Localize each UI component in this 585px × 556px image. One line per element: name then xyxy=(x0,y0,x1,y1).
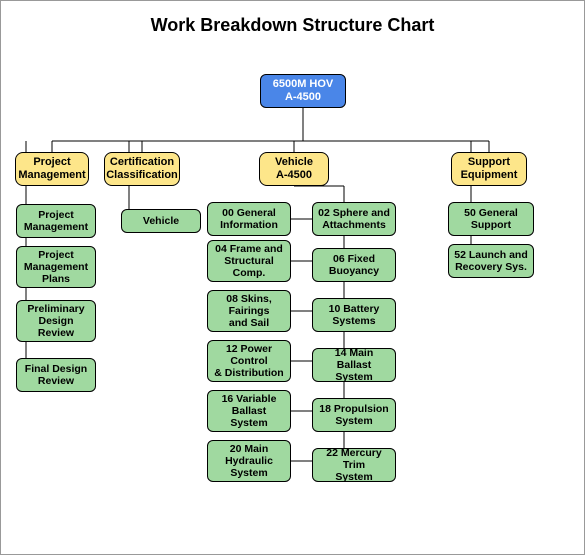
node-cc1: Vehicle xyxy=(121,209,201,233)
node-root: 6500M HOVA-4500 xyxy=(260,74,346,108)
node-vR5: 18 PropulsionSystem xyxy=(312,398,396,432)
node-vL5: 16 VariableBallastSystem xyxy=(207,390,291,432)
node-se1: 50 GeneralSupport xyxy=(448,202,534,236)
node-vR1: 02 Sphere andAttachments xyxy=(312,202,396,236)
node-vR3: 10 BatterySystems xyxy=(312,298,396,332)
node-vL2: 04 Frame andStructuralComp. xyxy=(207,240,291,282)
node-vR2: 06 FixedBuoyancy xyxy=(312,248,396,282)
node-c3: VehicleA-4500 xyxy=(259,152,329,186)
node-c1: ProjectManagement xyxy=(15,152,89,186)
node-vL4: 12 PowerControl& Distribution xyxy=(207,340,291,382)
node-vL3: 08 Skins,Fairingsand Sail xyxy=(207,290,291,332)
node-pm4: Final DesignReview xyxy=(16,358,96,392)
node-se2: 52 Launch andRecovery Sys. xyxy=(448,244,534,278)
node-c2: CertificationClassification xyxy=(104,152,180,186)
page: Work Breakdown Structure Chart 6500M HOV… xyxy=(0,0,585,555)
node-vL1: 00 GeneralInformation xyxy=(207,202,291,236)
node-c4: SupportEquipment xyxy=(451,152,527,186)
node-pm3: PreliminaryDesignReview xyxy=(16,300,96,342)
node-vL6: 20 MainHydraulicSystem xyxy=(207,440,291,482)
node-vR6: 22 Mercury TrimSystem xyxy=(312,448,396,482)
node-vR4: 14 Main BallastSystem xyxy=(312,348,396,382)
node-pm1: ProjectManagement xyxy=(16,204,96,238)
node-pm2: ProjectManagementPlans xyxy=(16,246,96,288)
